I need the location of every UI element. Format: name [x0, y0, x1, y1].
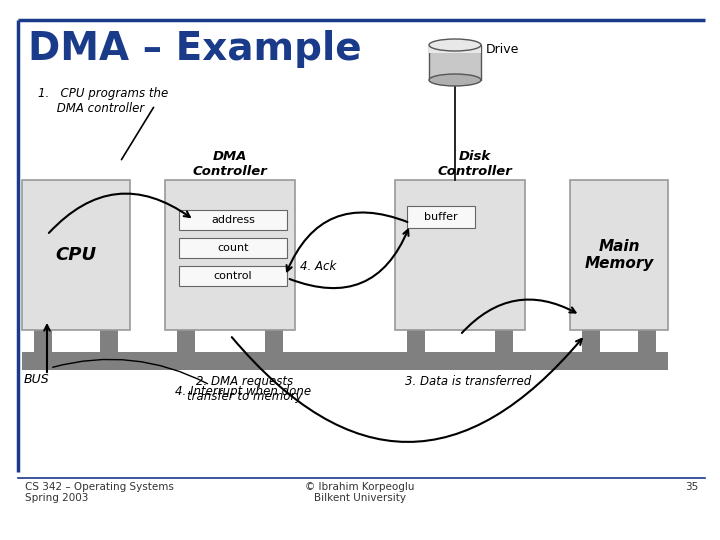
Text: Disk
Controller: Disk Controller: [438, 150, 513, 178]
Text: BUS: BUS: [24, 373, 50, 386]
Bar: [100, 330, 118, 352]
Text: Main
Memory: Main Memory: [585, 239, 654, 271]
Bar: [395, 180, 525, 330]
Bar: [429, 45, 481, 53]
Bar: [265, 330, 283, 352]
Ellipse shape: [429, 74, 481, 86]
Bar: [22, 180, 130, 330]
Text: 4. Interrupt when done: 4. Interrupt when done: [175, 385, 311, 398]
Bar: [179, 238, 287, 258]
Text: Spring 2003: Spring 2003: [25, 493, 89, 503]
Bar: [407, 330, 425, 352]
Text: CPU: CPU: [55, 246, 96, 264]
Bar: [495, 330, 513, 352]
Text: DMA
Controller: DMA Controller: [193, 150, 267, 178]
Bar: [179, 210, 287, 230]
Text: Bilkent University: Bilkent University: [314, 493, 406, 503]
Bar: [177, 330, 195, 352]
Bar: [570, 180, 668, 330]
Bar: [165, 180, 295, 330]
Text: © Ibrahim Korpeoglu: © Ibrahim Korpeoglu: [305, 482, 415, 492]
Bar: [582, 330, 600, 352]
Bar: [22, 352, 668, 370]
Text: 3. Data is transferred: 3. Data is transferred: [405, 375, 531, 388]
Text: address: address: [211, 215, 255, 225]
Text: 2. DMA requests
transfer to memory: 2. DMA requests transfer to memory: [187, 375, 302, 403]
Text: DMA – Example: DMA – Example: [28, 30, 361, 68]
Text: count: count: [217, 243, 248, 253]
Text: CS 342 – Operating Systems: CS 342 – Operating Systems: [25, 482, 174, 492]
Bar: [638, 330, 656, 352]
Text: Drive: Drive: [486, 43, 519, 56]
Text: control: control: [214, 271, 252, 281]
Text: 35: 35: [685, 482, 698, 492]
Bar: [34, 330, 52, 352]
Bar: [407, 206, 475, 228]
Text: buffer: buffer: [424, 212, 458, 222]
Text: 4. Ack: 4. Ack: [300, 260, 336, 273]
Bar: [429, 45, 481, 80]
Bar: [179, 266, 287, 286]
Text: 1.   CPU programs the
     DMA controller: 1. CPU programs the DMA controller: [38, 87, 168, 115]
Ellipse shape: [429, 39, 481, 51]
